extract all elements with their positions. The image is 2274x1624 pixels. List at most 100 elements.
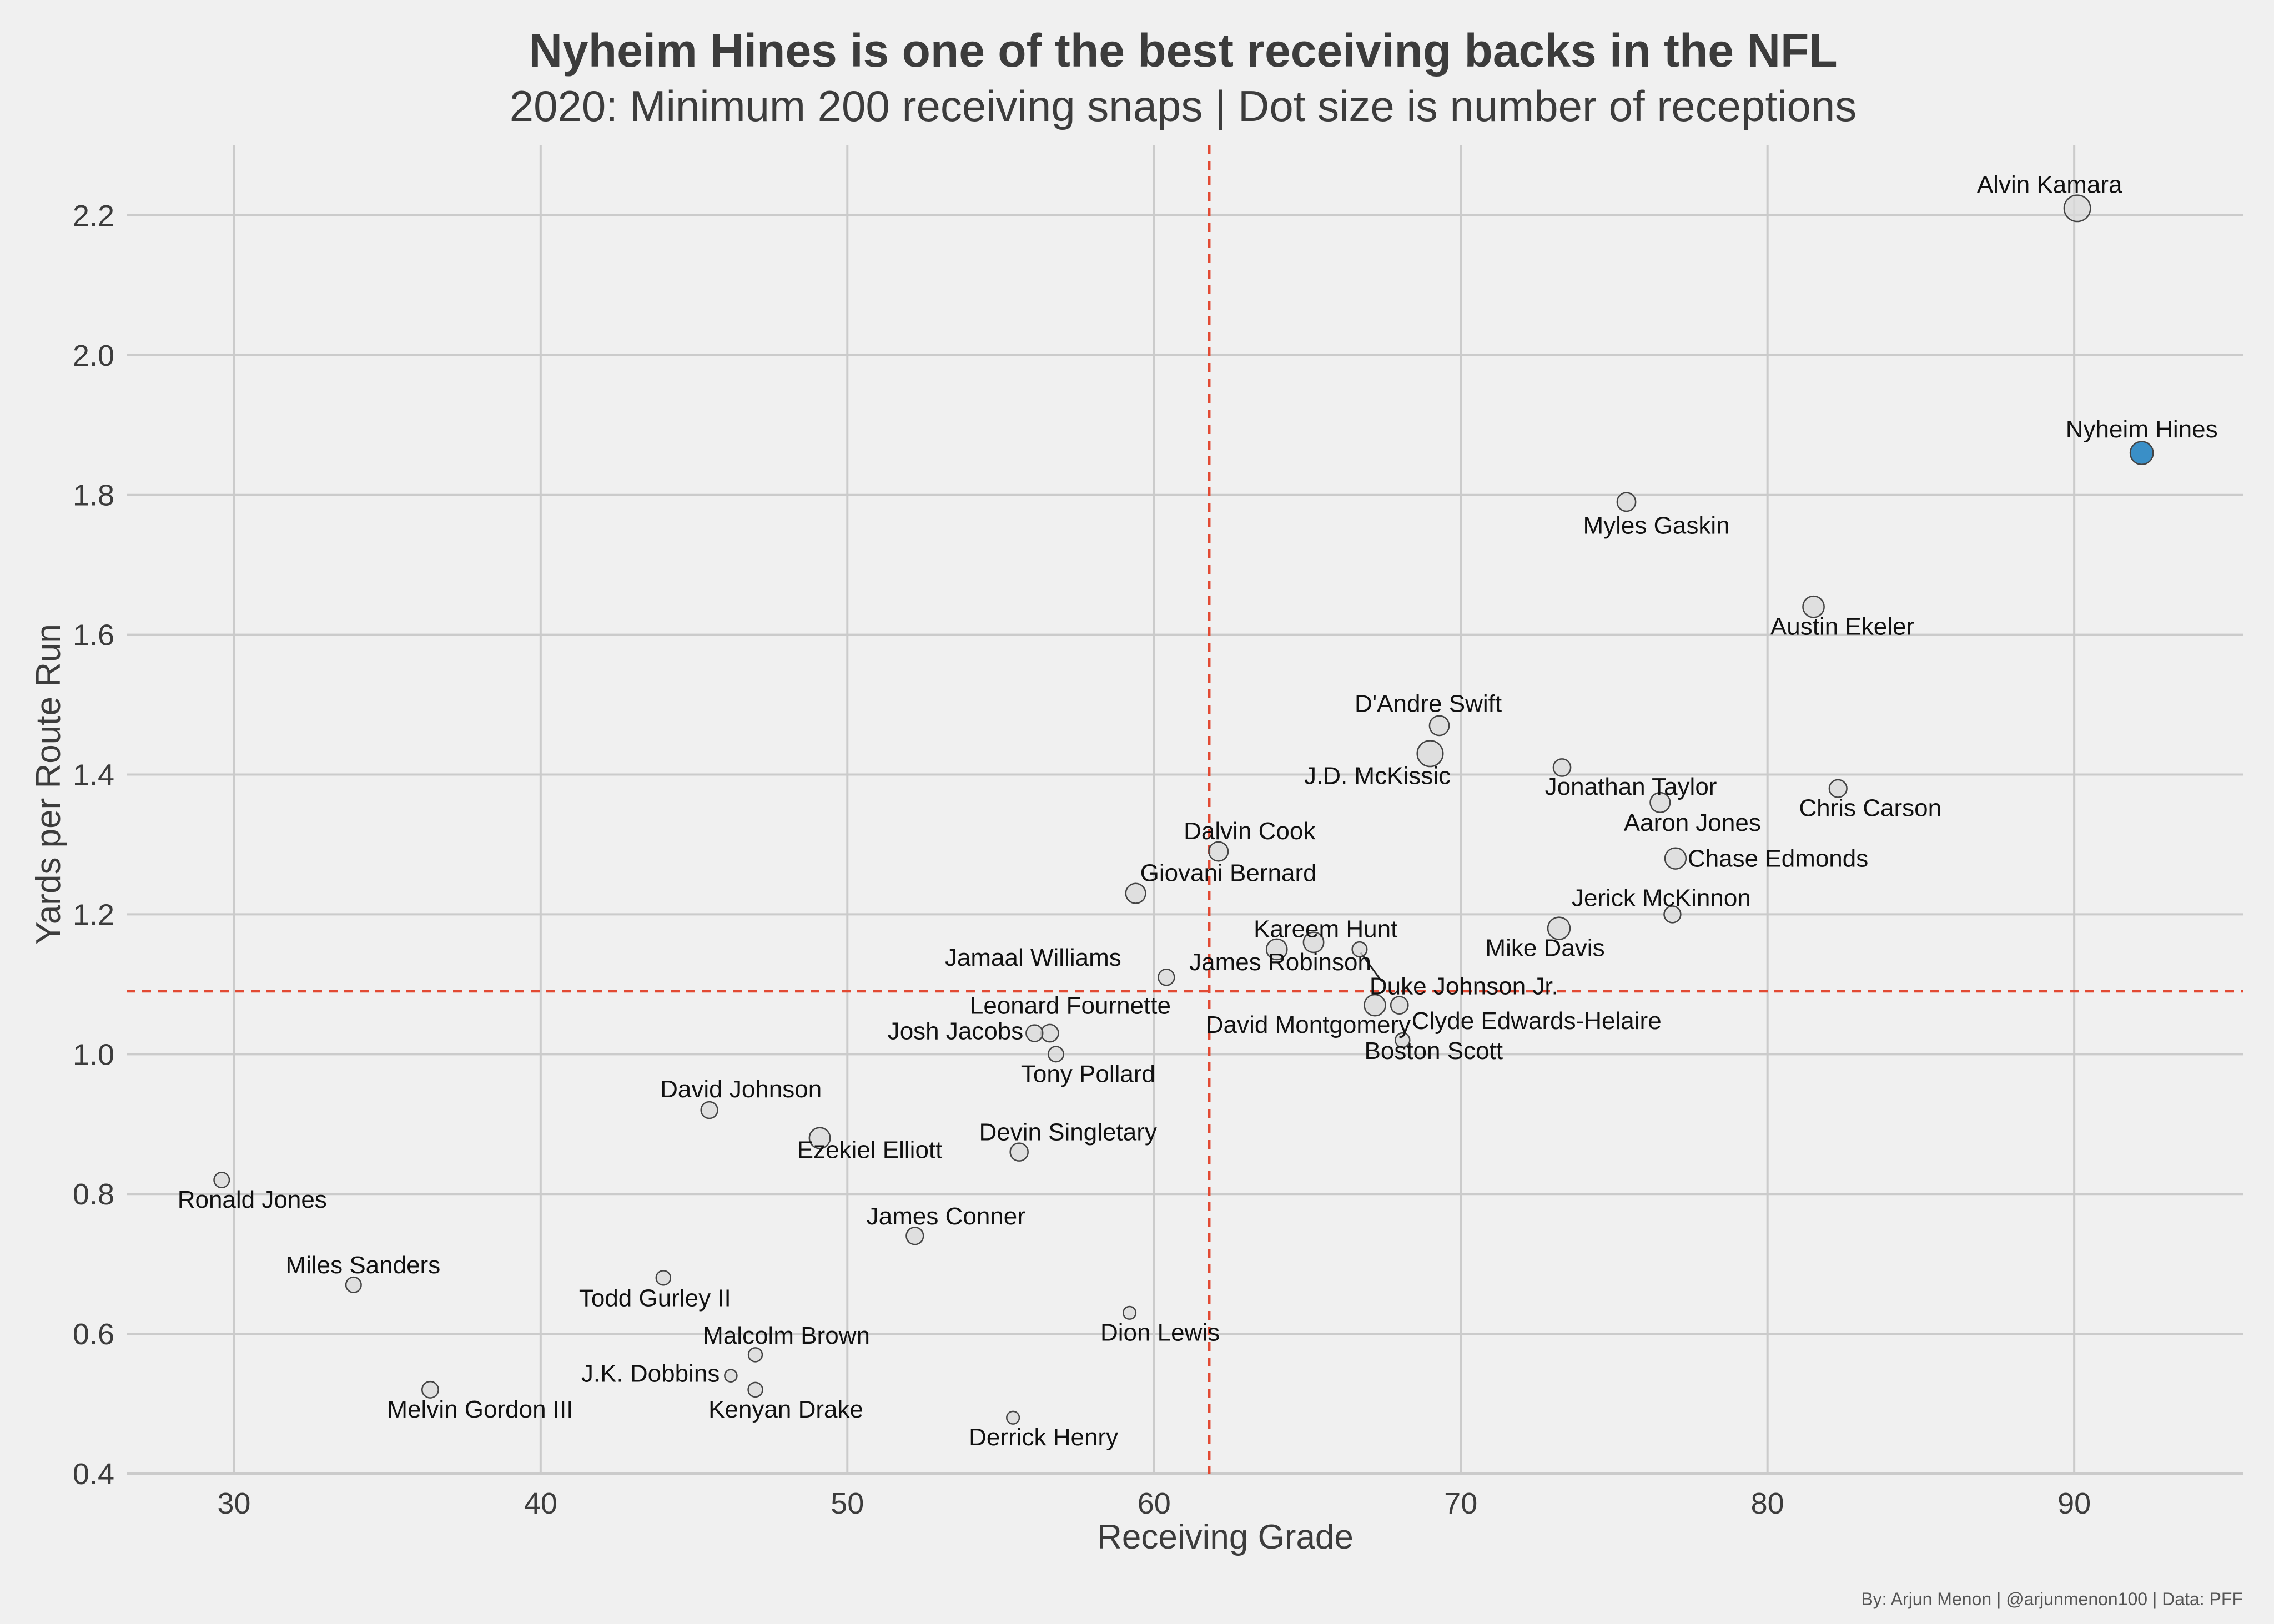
point-chris-carson bbox=[1828, 779, 1848, 798]
chart-subtitle: 2020: Minimum 200 receiving snaps | Dot … bbox=[510, 82, 1857, 130]
y-axis-label: Yards per Route Run bbox=[29, 624, 68, 945]
label-boston-scott: Boston Scott bbox=[1365, 1037, 1503, 1065]
point-derrick-henry bbox=[1006, 1410, 1020, 1425]
point-todd-gurley-ii bbox=[655, 1270, 672, 1286]
label-david-montgomery: David Montgomery bbox=[1206, 1011, 1411, 1038]
point-giovani-bernard bbox=[1125, 882, 1146, 904]
label-jonathan-taylor: Jonathan Taylor bbox=[1545, 773, 1717, 800]
grid bbox=[127, 145, 2243, 1475]
point-austin-ekeler bbox=[1802, 595, 1825, 618]
point-nyheim-hines bbox=[2129, 441, 2154, 466]
label-alvin-kamara: Alvin Kamara bbox=[1977, 171, 2122, 198]
label-duke-johnson-jr: Duke Johnson Jr. bbox=[1370, 972, 1558, 1000]
label-josh-jacobs: Josh Jacobs bbox=[888, 1018, 1024, 1045]
label-devin-singletary: Devin Singletary bbox=[979, 1119, 1156, 1146]
point-mike-davis bbox=[1547, 916, 1571, 940]
y-tick-label: 1.2 bbox=[73, 898, 114, 931]
x-tick-label: 80 bbox=[1751, 1487, 1784, 1520]
y-tick-label: 1.4 bbox=[73, 759, 114, 792]
label-dalvin-cook: Dalvin Cook bbox=[1184, 818, 1316, 845]
point-labels: Alvin Kamara Nyheim Hines Myles Gaskin Aust… bbox=[178, 171, 2218, 1451]
label-derrick-henry: Derrick Henry bbox=[969, 1424, 1118, 1451]
label-leonard-fournette: Leonard Fournette bbox=[970, 992, 1171, 1020]
point-james-conner bbox=[905, 1227, 924, 1245]
point-jamaal-williams bbox=[1158, 969, 1175, 986]
point-malcolm-brown bbox=[747, 1347, 763, 1363]
point-alvin-kamara bbox=[2063, 194, 2091, 223]
label-miles-sanders: Miles Sanders bbox=[285, 1252, 440, 1279]
point-duke-johnson-jr bbox=[1351, 941, 1368, 957]
label-myles-gaskin: Myles Gaskin bbox=[1583, 512, 1730, 539]
label-austin-ekeler: Austin Ekeler bbox=[1770, 613, 1914, 640]
point-james-robinson bbox=[1302, 931, 1325, 954]
chart-title: Nyheim Hines is one of the best receivin… bbox=[529, 24, 1837, 77]
label-j-d-mckissic: J.D. McKissic bbox=[1304, 763, 1451, 790]
label-chase-edmonds: Chase Edmonds bbox=[1688, 845, 1868, 872]
x-tick-label: 40 bbox=[524, 1487, 557, 1520]
label-ezekiel-elliott: Ezekiel Elliott bbox=[797, 1136, 943, 1163]
label-dion-lewis: Dion Lewis bbox=[1100, 1319, 1220, 1346]
y-tick-label: 2.2 bbox=[73, 199, 114, 233]
label-ronald-jones: Ronald Jones bbox=[178, 1186, 327, 1213]
y-tick-label: 0.4 bbox=[73, 1457, 114, 1491]
point-dion-lewis bbox=[1122, 1305, 1137, 1320]
point-david-montgomery bbox=[1364, 993, 1386, 1017]
point-ronald-jones bbox=[213, 1172, 230, 1189]
label-malcolm-brown: Malcolm Brown bbox=[703, 1322, 870, 1349]
label-james-robinson: James Robinson bbox=[1189, 949, 1371, 976]
label-mike-davis: Mike Davis bbox=[1485, 935, 1604, 962]
point-kenyan-drake bbox=[747, 1381, 763, 1398]
x-tick-label: 90 bbox=[2057, 1487, 2091, 1520]
label-nyheim-hines: Nyheim Hines bbox=[2066, 416, 2218, 443]
point-dalvin-cook bbox=[1208, 841, 1229, 862]
label-j-k-dobbins: J.K. Dobbins bbox=[581, 1360, 720, 1388]
point-jonathan-taylor bbox=[1552, 758, 1572, 777]
point-myles-gaskin bbox=[1616, 492, 1637, 512]
point-clyde-edwards-helaire bbox=[1390, 996, 1409, 1015]
label-chris-carson: Chris Carson bbox=[1799, 795, 1941, 822]
point-miles-sanders bbox=[345, 1276, 362, 1293]
y-tick-label: 1.8 bbox=[73, 479, 114, 512]
tick-labels: 30 40 50 60 70 80 90 0.4 0.6 0.8 1.0 1.2 1.4 1.6 1.8 2.… bbox=[73, 199, 2091, 1520]
point-tony-pollard bbox=[1047, 1046, 1064, 1063]
point-david-johnson bbox=[700, 1101, 718, 1119]
reference-lines bbox=[127, 145, 2243, 1474]
point-melvin-gordon-iii bbox=[421, 1380, 439, 1399]
point-j-d-mckissic bbox=[1416, 740, 1444, 768]
point-boston-scott bbox=[1394, 1032, 1411, 1048]
label-giovani-bernard: Giovani Bernard bbox=[1140, 860, 1317, 887]
point-kareem-hunt bbox=[1265, 938, 1288, 961]
point-chase-edmonds bbox=[1664, 847, 1687, 870]
label-clyde-edwards-helaire: Clyde Edwards-Helaire bbox=[1412, 1007, 1662, 1035]
point-j-k-dobbins bbox=[724, 1369, 738, 1383]
data-points bbox=[213, 194, 2154, 1425]
label-jerick-mckinnon: Jerick McKinnon bbox=[1572, 884, 1751, 911]
label-leaders bbox=[1360, 952, 1383, 982]
x-tick-label: 70 bbox=[1444, 1487, 1477, 1520]
y-tick-label: 2.0 bbox=[73, 339, 114, 372]
label-d-andre-swift: D'Andre Swift bbox=[1355, 690, 1502, 717]
label-tony-pollard: Tony Pollard bbox=[1021, 1060, 1155, 1087]
label-david-johnson: David Johnson bbox=[660, 1076, 822, 1103]
label-jamaal-williams: Jamaal Williams bbox=[945, 944, 1121, 971]
label-todd-gurley-ii: Todd Gurley II bbox=[579, 1284, 731, 1312]
y-tick-label: 0.8 bbox=[73, 1178, 114, 1211]
point-leonard-fournette bbox=[1040, 1023, 1059, 1043]
point-josh-jacobs bbox=[1025, 1024, 1044, 1042]
point-d-andre-swift bbox=[1428, 715, 1450, 737]
label-james-conner: James Conner bbox=[867, 1203, 1025, 1230]
x-axis-label: Receiving Grade bbox=[1097, 1518, 1354, 1556]
y-tick-label: 1.6 bbox=[73, 619, 114, 652]
y-tick-label: 0.6 bbox=[73, 1318, 114, 1351]
label-kareem-hunt: Kareem Hunt bbox=[1254, 915, 1397, 942]
label-aaron-jones: Aaron Jones bbox=[1624, 809, 1761, 836]
x-tick-label: 50 bbox=[831, 1487, 864, 1520]
label-melvin-gordon-iii: Melvin Gordon III bbox=[387, 1396, 573, 1423]
leader-duke-johnson-jr bbox=[1360, 952, 1383, 982]
label-kenyan-drake: Kenyan Drake bbox=[708, 1396, 863, 1423]
point-jerick-mckinnon bbox=[1663, 905, 1682, 924]
x-tick-label: 30 bbox=[217, 1487, 250, 1520]
x-tick-label: 60 bbox=[1138, 1487, 1171, 1520]
